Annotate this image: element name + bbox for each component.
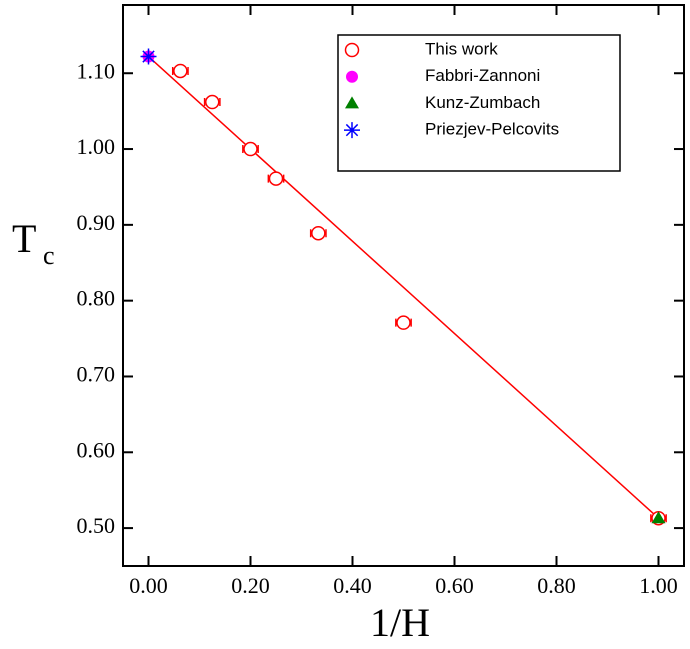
x-tick-label: 0.60 [435,573,474,598]
legend-label: Priezjev-Pelcovits [425,120,559,139]
data-point [243,141,258,157]
legend-label: Kunz-Zumbach [425,93,540,112]
x-axis-title: 1/H [370,600,430,645]
y-tick-label: 0.90 [77,210,116,235]
data-point [651,511,666,524]
y-tick-label: 1.00 [77,134,116,159]
legend-label: Fabbri-Zannoni [425,66,540,85]
x-tick-label: 1.00 [639,573,678,598]
y-axis-title: T [12,216,36,261]
data-point [140,48,157,65]
legend-label: This work [425,39,498,58]
x-tick-label: 0.40 [333,573,372,598]
data-point [205,94,220,110]
y-tick-label: 0.70 [77,362,116,387]
y-axis-title-subscript: c [43,241,55,270]
data-point [173,63,188,79]
x-tick-label: 0.20 [231,573,270,598]
x-tick-label: 0.00 [129,573,168,598]
fit-line [147,55,660,519]
y-tick-label: 0.50 [77,513,116,538]
data-point [268,171,284,186]
data-point [396,315,411,330]
data-point [311,225,326,241]
x-tick-label: 0.80 [537,573,576,598]
y-tick-label: 0.60 [77,437,116,462]
plot-frame [122,4,685,567]
legend-marker [344,122,360,139]
legend-box [337,34,621,172]
y-tick-label: 0.80 [77,286,116,311]
legend-marker [345,96,359,109]
legend-marker [346,70,358,83]
y-tick-label: 1.10 [77,58,116,83]
legend-marker [344,42,360,58]
